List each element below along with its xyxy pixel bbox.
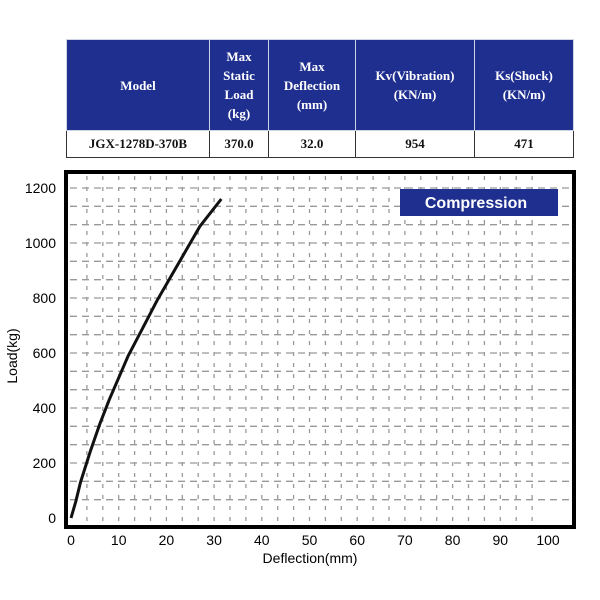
cell-max-static-load: 370.0	[209, 130, 269, 158]
plot-frame	[64, 170, 576, 529]
y-tick-label: 800	[33, 290, 57, 306]
legend-box	[400, 189, 558, 216]
grid	[70, 176, 570, 524]
y-tick-label: 200	[33, 455, 57, 471]
x-tick-label: 60	[349, 532, 365, 548]
header-max-static-load: Max Static Load (kg)	[209, 39, 269, 131]
y-axis-label: Load(kg)	[4, 328, 20, 383]
x-tick-label: 10	[111, 532, 127, 548]
x-tick-label: 20	[159, 532, 175, 548]
header-model: Model	[66, 39, 210, 131]
cell-kv: 954	[355, 130, 475, 158]
x-tick-label: 50	[302, 532, 318, 548]
x-tick-label: 30	[206, 532, 222, 548]
compression-curve	[69, 198, 223, 519]
y-tick-label: 1200	[25, 180, 56, 196]
cell-ks: 471	[474, 130, 574, 158]
header-max-deflection: Max Deflection (mm)	[268, 39, 356, 131]
cell-max-deflection: 32.0	[268, 130, 356, 158]
y-tick-label: 400	[33, 400, 57, 416]
x-axis-label: Deflection(mm)	[263, 550, 358, 566]
y-tick-label: 0	[48, 510, 56, 526]
load-deflection-chart: 0 10 20 30 40 50 60 70 80 90 100020040060080010001…	[4, 170, 576, 566]
y-tick-label: 1000	[25, 235, 56, 251]
header-ks: Ks(Shock) (KN/m)	[474, 39, 574, 131]
x-tick-label: 0	[67, 532, 75, 548]
header-kv: Kv(Vibration) (KN/m)	[355, 39, 475, 131]
x-tick-label: 80	[445, 532, 461, 548]
x-tick-label: 100	[536, 532, 560, 548]
y-tick-label: 600	[33, 345, 57, 361]
x-tick-label: 90	[493, 532, 509, 548]
cell-model: JGX-1278D-370B	[66, 130, 210, 158]
x-tick-label: 40	[254, 532, 270, 548]
x-tick-label: 70	[397, 532, 413, 548]
legend-label: Compression	[425, 195, 527, 212]
spec-table: Model Max Static Load (kg) Max Deflectio…	[66, 39, 574, 158]
